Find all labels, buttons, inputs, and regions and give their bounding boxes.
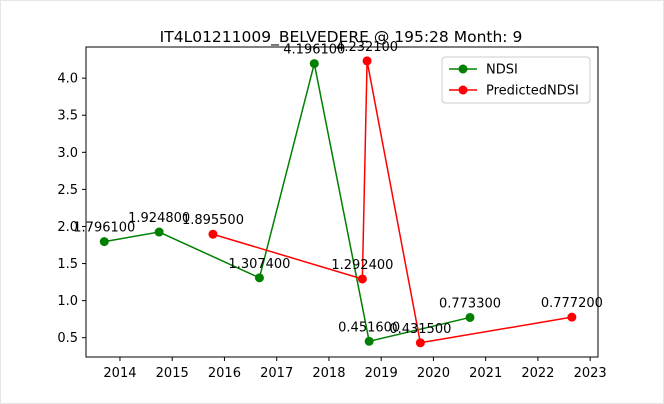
data-point-predictedndsi — [357, 274, 367, 284]
legend: NDSI PredictedNDSI — [441, 56, 591, 104]
x-tick-label: 2015 — [156, 366, 189, 381]
data-label: 4.232100 — [336, 40, 398, 55]
x-tick-label: 2020 — [417, 366, 450, 381]
legend-label: NDSI — [486, 63, 518, 78]
data-point-ndsi — [254, 273, 264, 283]
y-tick-label: 1.5 — [57, 257, 78, 272]
data-point-ndsi — [465, 312, 475, 322]
x-tick-label: 2017 — [260, 366, 293, 381]
x-tick-label: 2018 — [312, 366, 345, 381]
data-label: 1.307400 — [228, 257, 290, 272]
data-label: 0.777200 — [541, 296, 603, 311]
data-point-predictedndsi — [567, 312, 577, 322]
y-tick-label: 3.0 — [57, 146, 78, 161]
chart-title: IT4L01211009_BELVEDERE @ 195:28 Month: 9 — [160, 28, 523, 47]
axes-frame — [85, 46, 599, 358]
data-point-predictedndsi — [415, 338, 425, 348]
x-tick-label: 2019 — [365, 366, 398, 381]
legend-box — [441, 56, 591, 104]
data-label: 1.292400 — [331, 258, 393, 273]
data-label: 4.196100 — [283, 43, 345, 58]
y-tick-label: 2.0 — [57, 220, 78, 235]
x-tick-label: 2016 — [208, 366, 241, 381]
data-point-ndsi — [99, 237, 109, 247]
legend-item-ndsi: NDSI — [449, 63, 518, 78]
x-tick-label: 2014 — [103, 366, 136, 381]
x-tick-label: 2023 — [574, 366, 607, 381]
data-point-ndsi — [364, 336, 374, 346]
y-tick-label: 0.5 — [57, 331, 78, 346]
y-tick-label: 2.5 — [57, 183, 78, 198]
y-tick-label: 1.0 — [57, 294, 78, 309]
legend-label: PredictedNDSI — [486, 84, 579, 99]
y-tick-label: 3.5 — [57, 109, 78, 124]
legend-marker — [458, 85, 468, 95]
data-point-ndsi — [154, 227, 164, 237]
y-tick-label: 4.0 — [57, 72, 78, 87]
data-label: 0.431500 — [389, 322, 451, 337]
x-tick-label: 2022 — [521, 366, 554, 381]
data-point-predictedndsi — [208, 229, 218, 239]
plot-area: 2014 2015 2016 2017 2018 2019 2020 2021 2022 2023… — [57, 46, 607, 381]
data-label: 1.924800 — [128, 211, 190, 226]
data-point-ndsi — [309, 59, 319, 69]
data-label: 0.773300 — [439, 296, 501, 311]
data-label: 1.895500 — [182, 213, 244, 228]
data-point-predictedndsi — [362, 56, 372, 66]
series-line-ndsi — [104, 63, 471, 343]
series-predictedndsi: 1.895500 1.292400 4.232100 0.431500 0.777200 — [182, 40, 603, 348]
data-label: 1.796100 — [73, 221, 135, 236]
legend-marker — [458, 64, 468, 74]
data-label: 0.451600 — [338, 320, 400, 335]
x-tick-label: 2021 — [469, 366, 502, 381]
legend-item-predictedndsi: PredictedNDSI — [449, 84, 579, 99]
